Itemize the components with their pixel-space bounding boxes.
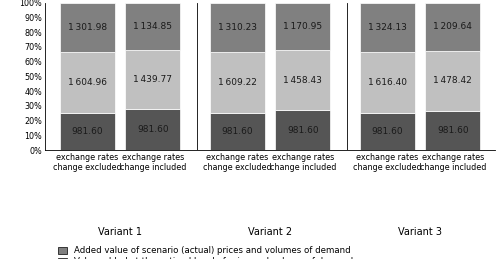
Text: 1 301.98: 1 301.98 bbox=[68, 23, 107, 32]
Text: 1 439.77: 1 439.77 bbox=[133, 75, 172, 84]
Bar bbox=[360, 52, 415, 113]
Text: 1 616.40: 1 616.40 bbox=[368, 78, 407, 87]
Text: Variant 2: Variant 2 bbox=[248, 227, 292, 237]
Bar bbox=[125, 110, 180, 150]
Text: Variant 3: Variant 3 bbox=[398, 227, 442, 237]
Bar bbox=[275, 51, 330, 110]
Text: 981.60: 981.60 bbox=[72, 127, 103, 136]
Bar bbox=[425, 51, 480, 111]
Text: 1 209.64: 1 209.64 bbox=[434, 23, 472, 31]
Text: 981.60: 981.60 bbox=[137, 125, 168, 134]
Text: 1 458.43: 1 458.43 bbox=[284, 76, 322, 85]
Text: 1 310.23: 1 310.23 bbox=[218, 23, 257, 32]
Text: Variant 1: Variant 1 bbox=[98, 227, 142, 237]
Text: 1 170.95: 1 170.95 bbox=[283, 22, 323, 31]
Bar bbox=[275, 110, 330, 150]
Bar bbox=[60, 52, 115, 113]
Bar bbox=[60, 113, 115, 150]
Text: 1 604.96: 1 604.96 bbox=[68, 78, 107, 87]
Bar bbox=[275, 3, 330, 51]
Text: 1 478.42: 1 478.42 bbox=[434, 76, 472, 85]
Bar bbox=[210, 113, 265, 150]
Bar bbox=[60, 3, 115, 52]
Text: 1 609.22: 1 609.22 bbox=[218, 78, 256, 87]
Text: 981.60: 981.60 bbox=[287, 126, 318, 135]
Bar bbox=[125, 50, 180, 110]
Bar bbox=[210, 52, 265, 113]
Bar bbox=[210, 3, 265, 52]
Text: 1 324.13: 1 324.13 bbox=[368, 23, 406, 32]
Bar bbox=[425, 3, 480, 51]
Text: 981.60: 981.60 bbox=[372, 127, 403, 136]
Bar bbox=[360, 3, 415, 52]
Legend: Added value of scenario (actual) prices and volumes of demand, Value added at th: Added value of scenario (actual) prices … bbox=[58, 246, 353, 259]
Text: 981.60: 981.60 bbox=[222, 127, 253, 136]
Text: 1 134.85: 1 134.85 bbox=[133, 22, 172, 31]
Bar bbox=[425, 111, 480, 150]
Text: 981.60: 981.60 bbox=[437, 126, 468, 135]
Bar bbox=[360, 113, 415, 150]
Bar bbox=[125, 3, 180, 50]
